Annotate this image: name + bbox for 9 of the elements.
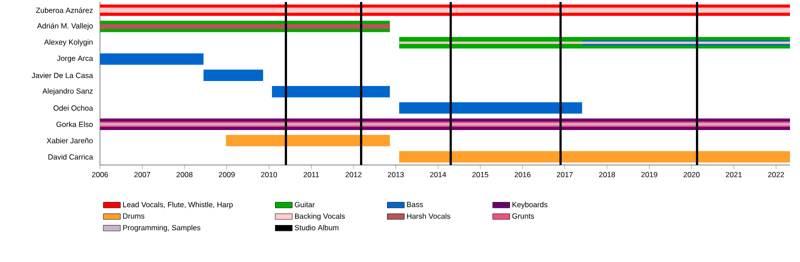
bar <box>272 86 390 98</box>
bar <box>399 102 582 114</box>
bar <box>399 42 790 44</box>
bar <box>100 53 204 65</box>
bar <box>399 151 790 163</box>
bar <box>226 134 390 146</box>
bar <box>100 24 390 30</box>
bar <box>100 8 790 13</box>
bar <box>204 70 264 82</box>
